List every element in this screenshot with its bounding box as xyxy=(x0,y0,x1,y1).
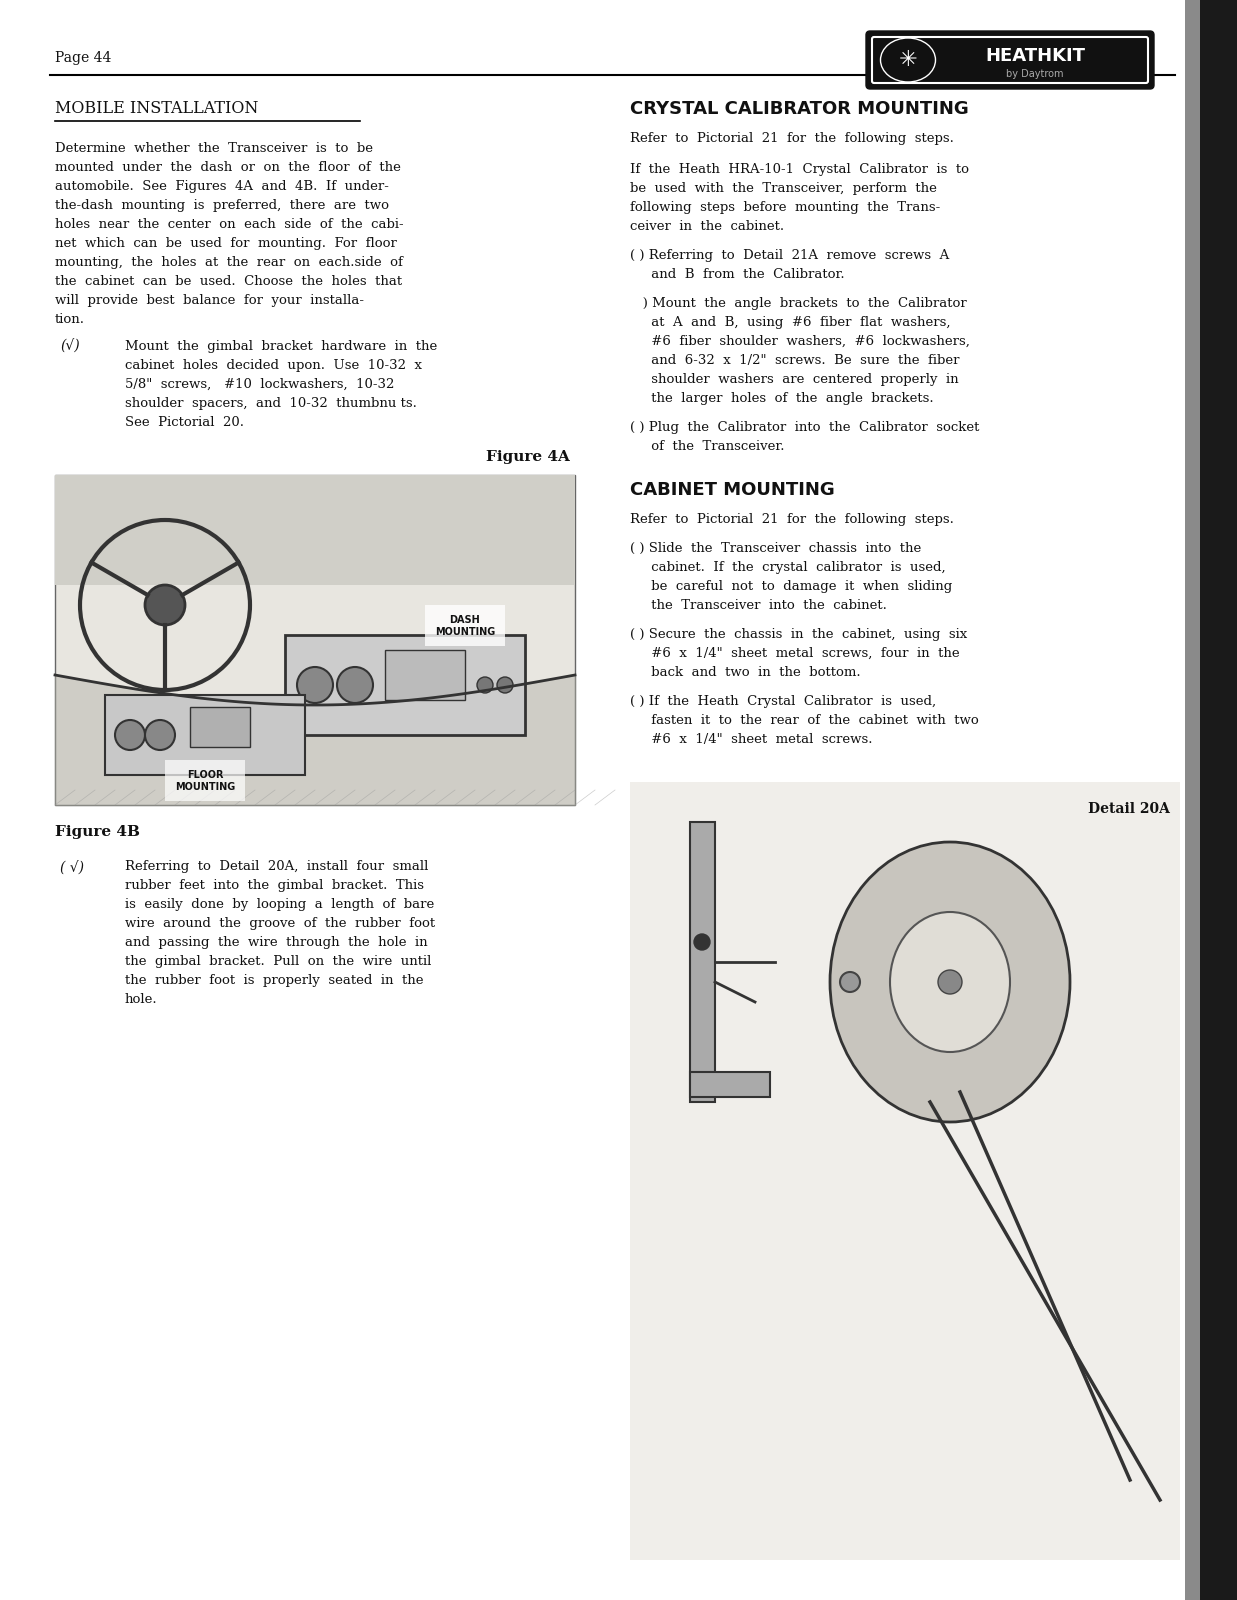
Text: mounted  under  the  dash  or  on  the  floor  of  the: mounted under the dash or on the floor o… xyxy=(54,162,401,174)
Circle shape xyxy=(336,667,374,702)
Text: ( ) Secure  the  chassis  in  the  cabinet,  using  six: ( ) Secure the chassis in the cabinet, u… xyxy=(630,627,967,642)
Circle shape xyxy=(938,970,962,994)
Text: DASH
MOUNTING: DASH MOUNTING xyxy=(435,614,495,637)
Text: ) Mount  the  angle  brackets  to  the  Calibrator: ) Mount the angle brackets to the Calibr… xyxy=(630,298,967,310)
Text: Mount  the  gimbal  bracket  hardware  in  the: Mount the gimbal bracket hardware in the xyxy=(125,341,437,354)
Text: HEATHKIT: HEATHKIT xyxy=(985,46,1085,66)
Text: cabinet  holes  decided  upon.  Use  10-32  x: cabinet holes decided upon. Use 10-32 x xyxy=(125,358,422,371)
Circle shape xyxy=(497,677,513,693)
Text: ( ) Plug  the  Calibrator  into  the  Calibrator  socket: ( ) Plug the Calibrator into the Calibra… xyxy=(630,421,980,434)
Text: tion.: tion. xyxy=(54,314,85,326)
FancyBboxPatch shape xyxy=(872,37,1148,83)
Circle shape xyxy=(477,677,494,693)
Text: #6  x  1/4"  sheet  metal  screws.: #6 x 1/4" sheet metal screws. xyxy=(630,733,872,746)
Text: #6  fiber  shoulder  washers,  #6  lockwashers,: #6 fiber shoulder washers, #6 lockwasher… xyxy=(630,334,970,349)
Text: MOBILE INSTALLATION: MOBILE INSTALLATION xyxy=(54,99,259,117)
Text: will  provide  best  balance  for  your  installa-: will provide best balance for your insta… xyxy=(54,294,364,307)
Bar xyxy=(1185,0,1237,1600)
Text: the  gimbal  bracket.  Pull  on  the  wire  until: the gimbal bracket. Pull on the wire unt… xyxy=(125,955,432,968)
Text: automobile.  See  Figures  4A  and  4B.  If  under-: automobile. See Figures 4A and 4B. If un… xyxy=(54,179,388,194)
Text: Referring  to  Detail  20A,  install  four  small: Referring to Detail 20A, install four sm… xyxy=(125,861,428,874)
Bar xyxy=(285,635,524,734)
Text: FLOOR
MOUNTING: FLOOR MOUNTING xyxy=(174,770,235,792)
Text: net  which  can  be  used  for  mounting.  For  floor: net which can be used for mounting. For … xyxy=(54,237,397,250)
Ellipse shape xyxy=(889,912,1009,1053)
Bar xyxy=(190,707,250,747)
Text: ✳: ✳ xyxy=(899,50,918,70)
Text: Determine  whether  the  Transceiver  is  to  be: Determine whether the Transceiver is to … xyxy=(54,142,374,155)
Bar xyxy=(630,782,1180,1560)
Circle shape xyxy=(297,667,333,702)
Bar xyxy=(690,1072,769,1098)
FancyBboxPatch shape xyxy=(866,30,1154,90)
Text: holes  near  the  center  on  each  side  of  the  cabi-: holes near the center on each side of th… xyxy=(54,218,403,230)
Text: following  steps  before  mounting  the  Trans-: following steps before mounting the Tran… xyxy=(630,202,940,214)
Circle shape xyxy=(694,934,710,950)
Text: See  Pictorial  20.: See Pictorial 20. xyxy=(125,416,244,429)
Text: Figure 4B: Figure 4B xyxy=(54,826,140,838)
Bar xyxy=(105,694,306,774)
Text: at  A  and  B,  using  #6  fiber  flat  washers,: at A and B, using #6 fiber flat washers, xyxy=(630,317,950,330)
Text: the-dash  mounting  is  preferred,  there  are  two: the-dash mounting is preferred, there ar… xyxy=(54,198,388,211)
Text: rubber  feet  into  the  gimbal  bracket.  This: rubber feet into the gimbal bracket. Thi… xyxy=(125,878,424,893)
Text: 5/8"  screws,   #10  lockwashers,  10-32: 5/8" screws, #10 lockwashers, 10-32 xyxy=(125,378,395,390)
Text: (√): (√) xyxy=(61,341,79,354)
Bar xyxy=(54,475,575,805)
Bar xyxy=(54,475,575,586)
Text: be  used  with  the  Transceiver,  perform  the: be used with the Transceiver, perform th… xyxy=(630,182,936,195)
Text: and  B  from  the  Calibrator.: and B from the Calibrator. xyxy=(630,267,845,282)
Text: be  careful  not  to  damage  it  when  sliding: be careful not to damage it when sliding xyxy=(630,579,952,594)
Text: ( ) If  the  Heath  Crystal  Calibrator  is  used,: ( ) If the Heath Crystal Calibrator is u… xyxy=(630,694,936,707)
Text: ( ) Slide  the  Transceiver  chassis  into  the: ( ) Slide the Transceiver chassis into t… xyxy=(630,542,922,555)
Text: ( ) Referring  to  Detail  21A  remove  screws  A: ( ) Referring to Detail 21A remove screw… xyxy=(630,250,949,262)
Text: hole.: hole. xyxy=(125,994,157,1006)
Text: ceiver  in  the  cabinet.: ceiver in the cabinet. xyxy=(630,219,784,234)
Text: the  cabinet  can  be  used.  Choose  the  holes  that: the cabinet can be used. Choose the hole… xyxy=(54,275,402,288)
Text: of  the  Transceiver.: of the Transceiver. xyxy=(630,440,784,453)
Text: CRYSTAL CALIBRATOR MOUNTING: CRYSTAL CALIBRATOR MOUNTING xyxy=(630,99,969,118)
Bar xyxy=(385,650,465,701)
Circle shape xyxy=(145,586,186,626)
Text: mounting,  the  holes  at  the  rear  on  each.side  of: mounting, the holes at the rear on each.… xyxy=(54,256,403,269)
Text: the  Transceiver  into  the  cabinet.: the Transceiver into the cabinet. xyxy=(630,598,887,611)
Text: and  passing  the  wire  through  the  hole  in: and passing the wire through the hole in xyxy=(125,936,428,949)
Text: shoulder  washers  are  centered  properly  in: shoulder washers are centered properly i… xyxy=(630,373,959,386)
Text: If  the  Heath  HRA-10-1  Crystal  Calibrator  is  to: If the Heath HRA-10-1 Crystal Calibrator… xyxy=(630,163,969,176)
Text: Refer  to  Pictorial  21  for  the  following  steps.: Refer to Pictorial 21 for the following … xyxy=(630,514,954,526)
Bar xyxy=(1200,0,1237,1600)
Text: is  easily  done  by  looping  a  length  of  bare: is easily done by looping a length of ba… xyxy=(125,898,434,910)
Text: Page 44: Page 44 xyxy=(54,51,111,66)
Text: the  rubber  foot  is  properly  seated  in  the: the rubber foot is properly seated in th… xyxy=(125,974,423,987)
Circle shape xyxy=(115,720,145,750)
Text: back  and  two  in  the  bottom.: back and two in the bottom. xyxy=(630,666,861,678)
Text: cabinet.  If  the  crystal  calibrator  is  used,: cabinet. If the crystal calibrator is us… xyxy=(630,562,945,574)
Text: and  6-32  x  1/2"  screws.  Be  sure  the  fiber: and 6-32 x 1/2" screws. Be sure the fibe… xyxy=(630,354,960,366)
Text: Refer  to  Pictorial  21  for  the  following  steps.: Refer to Pictorial 21 for the following … xyxy=(630,133,954,146)
Circle shape xyxy=(145,720,174,750)
Text: shoulder  spacers,  and  10-32  thumbnu ts.: shoulder spacers, and 10-32 thumbnu ts. xyxy=(125,397,417,410)
Ellipse shape xyxy=(881,38,935,82)
Text: fasten  it  to  the  rear  of  the  cabinet  with  two: fasten it to the rear of the cabinet wit… xyxy=(630,714,978,726)
Text: #6  x  1/4"  sheet  metal  screws,  four  in  the: #6 x 1/4" sheet metal screws, four in th… xyxy=(630,646,960,659)
Text: by Daytrom: by Daytrom xyxy=(1006,69,1064,78)
Text: wire  around  the  groove  of  the  rubber  foot: wire around the groove of the rubber foo… xyxy=(125,917,435,930)
Text: Figure 4A: Figure 4A xyxy=(486,450,570,464)
Text: the  larger  holes  of  the  angle  brackets.: the larger holes of the angle brackets. xyxy=(630,392,934,405)
Bar xyxy=(690,822,715,1102)
Circle shape xyxy=(840,971,860,992)
Text: ( √): ( √) xyxy=(61,862,84,877)
Text: CABINET MOUNTING: CABINET MOUNTING xyxy=(630,482,835,499)
Text: Detail 20A: Detail 20A xyxy=(1089,802,1170,816)
Ellipse shape xyxy=(830,842,1070,1122)
